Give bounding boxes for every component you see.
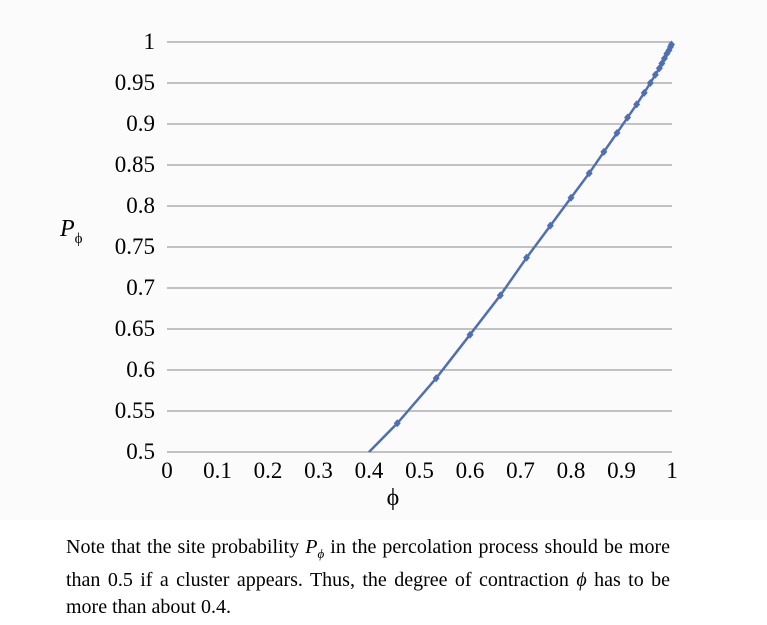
x-axis-title: ϕ: [387, 485, 400, 511]
caption-symbol-p-sub: ϕ: [317, 546, 325, 561]
x-tick-label: 0.3: [304, 458, 333, 483]
data-point-marker: [466, 330, 474, 339]
caption-part3: has to be more than about 0.4.: [66, 569, 671, 618]
chart-area: 0.5 0.55 0.6 0.65 0.7 0.75 0.8 0.85 0.9 0.95 1 0 0.…: [59, 29, 678, 511]
data-point-marker: [633, 100, 641, 109]
x-tick-label: 0.1: [203, 458, 232, 483]
y-tick-label: 0.7: [126, 275, 155, 300]
data-point-marker: [496, 291, 504, 300]
y-tick-label: 0.8: [126, 193, 155, 218]
series-line: [368, 44, 673, 453]
y-tick-label: 0.55: [115, 398, 155, 423]
y-tick-label: 0.9: [126, 111, 155, 136]
x-tick-label: 1: [666, 458, 678, 483]
caption-symbol-phi: ϕ: [576, 569, 587, 591]
data-point-marker: [640, 88, 648, 97]
x-tick-label: 0: [161, 458, 173, 483]
grid-lines: [167, 41, 672, 412]
data-point-marker: [585, 169, 593, 178]
y-tick-labels: 0.5 0.55 0.6 0.65 0.7 0.75 0.8 0.85 0.9 0.95 1: [115, 29, 155, 464]
data-point-marker: [624, 113, 632, 122]
data-point-marker: [567, 193, 575, 202]
caption-part1: Note that the site probability: [66, 536, 306, 558]
y-axis-title-sub: ϕ: [75, 231, 83, 247]
caption-symbol-p: Pϕ: [305, 536, 325, 561]
y-axis-title: Pϕ: [59, 216, 83, 247]
y-tick-label: 0.85: [115, 152, 155, 177]
x-tick-label: 0.7: [506, 458, 535, 483]
y-tick-label: 1: [144, 29, 156, 54]
y-tick-label: 0.6: [126, 357, 155, 382]
caption: Note that the site probability Pϕ in the…: [66, 534, 670, 621]
data-point-marker: [600, 147, 608, 156]
x-tick-labels: 0 0.1 0.2 0.3 0.4 0.5 0.6 0.7 0.8 0.9 1: [161, 458, 678, 483]
x-tick-label: 0.2: [254, 458, 283, 483]
data-point-marker: [651, 70, 659, 79]
x-tick-label: 0.6: [456, 458, 485, 483]
y-tick-label: 0.75: [115, 234, 155, 259]
percolation-chart: 0.50.550.60.650.70.750.80.850.90.951 0 0.…: [59, 29, 678, 511]
data-point-marker: [667, 40, 675, 49]
x-tick-label: 0.5: [405, 458, 434, 483]
data-point-marker: [432, 374, 440, 383]
y-tick-label: 0.5: [126, 439, 155, 464]
data-point-marker: [523, 253, 531, 262]
y-axis-title-main: P: [59, 216, 75, 242]
x-tick-label: 0.9: [607, 458, 636, 483]
x-tick-label: 0.8: [557, 458, 586, 483]
series-markers: [393, 40, 675, 428]
data-point-marker: [613, 129, 621, 138]
y-tick-label: 0.95: [115, 70, 155, 95]
data-point-marker: [546, 221, 554, 230]
x-tick-label: 0.4: [355, 458, 384, 483]
y-tick-label: 0.65: [115, 316, 155, 341]
data-point-marker: [646, 79, 654, 87]
caption-part2: in the percolation process should be mor…: [66, 536, 671, 591]
data-point-marker: [393, 419, 401, 428]
